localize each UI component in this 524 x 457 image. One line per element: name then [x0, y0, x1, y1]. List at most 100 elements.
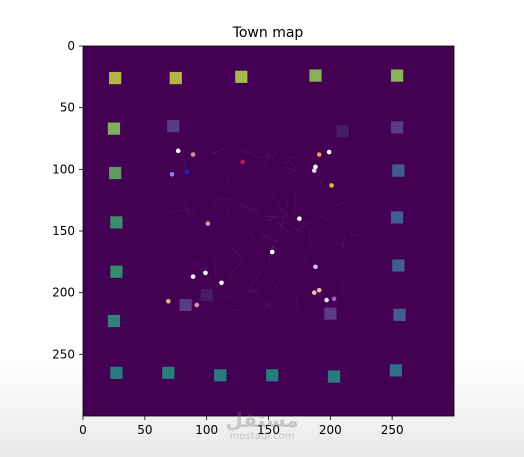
agent-point [203, 270, 208, 276]
chart-title: Town map [232, 25, 304, 41]
building [108, 71, 122, 85]
road-segment [228, 309, 241, 311]
x-tick-label: 250 [381, 423, 404, 437]
road-segment [246, 182, 253, 188]
agent-point [169, 171, 175, 177]
road-segment [258, 154, 274, 158]
y-tick-label: 0 [67, 39, 75, 53]
road-segment [317, 175, 326, 187]
watermark-site: mostaql.com [229, 431, 295, 442]
road-segment [213, 297, 224, 300]
watermark: مستقل mostaql.com [222, 410, 302, 442]
road-segment [244, 289, 259, 294]
x-tick-label: 200 [319, 423, 342, 437]
road-segment [181, 153, 187, 172]
agent-point [297, 216, 302, 221]
building [107, 122, 121, 136]
agent-point [316, 287, 322, 293]
road-segment [211, 195, 220, 213]
agent-point [166, 299, 171, 304]
building [323, 307, 337, 321]
road-segment [214, 196, 231, 201]
building [390, 120, 404, 134]
agent-point [311, 290, 317, 295]
road-segment [239, 149, 257, 157]
road-segment [167, 208, 191, 214]
building [336, 124, 350, 138]
agent-point [205, 221, 211, 226]
road-segment [320, 215, 330, 222]
road-segment [253, 187, 267, 197]
road-segment [308, 229, 312, 247]
agent-point [313, 264, 318, 270]
road-segment [248, 287, 262, 296]
building [213, 368, 227, 382]
agent-point [240, 159, 245, 165]
road-segment [273, 217, 290, 233]
building [107, 314, 121, 328]
x-tick-label: 0 [79, 423, 87, 437]
y-tick-label: 50 [60, 101, 75, 115]
building [109, 265, 123, 279]
building [109, 215, 123, 229]
agent-point [269, 249, 275, 255]
building [309, 69, 322, 83]
road-segment [236, 204, 259, 211]
road-segment [225, 205, 231, 214]
road-segment [210, 150, 217, 155]
agent-point [311, 168, 317, 173]
agents-layer [166, 148, 337, 308]
x-tick-label: 150 [257, 423, 280, 437]
road-segment [283, 159, 291, 165]
building [234, 70, 248, 84]
road-segment [248, 272, 261, 292]
building [390, 211, 404, 224]
road-segment [340, 233, 347, 252]
x-tick-label: 50 [137, 423, 152, 437]
agent-point [219, 280, 224, 286]
plot-background [83, 46, 454, 416]
y-tick-label: 250 [52, 347, 75, 361]
agent-point [194, 302, 200, 308]
road-segment [268, 192, 276, 202]
road-segment [213, 235, 217, 242]
road-segment [296, 220, 312, 232]
road-segment [274, 280, 280, 289]
building [200, 288, 214, 302]
road-segment [291, 163, 297, 172]
road-segment [229, 245, 243, 260]
agent-point [175, 148, 181, 154]
building [391, 164, 405, 177]
x-axis: 0 50 100 150 200 250 [79, 416, 404, 437]
building [166, 119, 180, 133]
y-axis: 0 50 100 150 200 250 [52, 39, 83, 361]
road-segment [203, 274, 213, 282]
building [109, 366, 123, 380]
road-segment [212, 144, 234, 154]
watermark-logo-text: مستقل [225, 408, 299, 432]
building [391, 259, 405, 272]
y-tick-label: 200 [52, 286, 75, 300]
road-segment [213, 258, 217, 278]
road-segment [283, 220, 304, 234]
road-segment [262, 300, 277, 316]
buildings-layer [107, 69, 407, 383]
x-tick-label: 100 [195, 423, 218, 437]
road-segment [185, 257, 206, 270]
road-segment [224, 293, 235, 302]
road-segment [286, 196, 288, 215]
road-segment [267, 244, 274, 267]
y-tick-label: 100 [52, 162, 75, 176]
road-segment [342, 249, 349, 261]
road-segment [258, 231, 278, 243]
building [327, 370, 341, 383]
agent-point [313, 164, 318, 170]
road-segment [182, 199, 191, 216]
building [389, 363, 403, 377]
road-segment [198, 183, 206, 186]
agent-point [190, 152, 196, 157]
road-segment [249, 229, 255, 240]
road-segment [336, 242, 345, 248]
road-segment [228, 259, 244, 278]
